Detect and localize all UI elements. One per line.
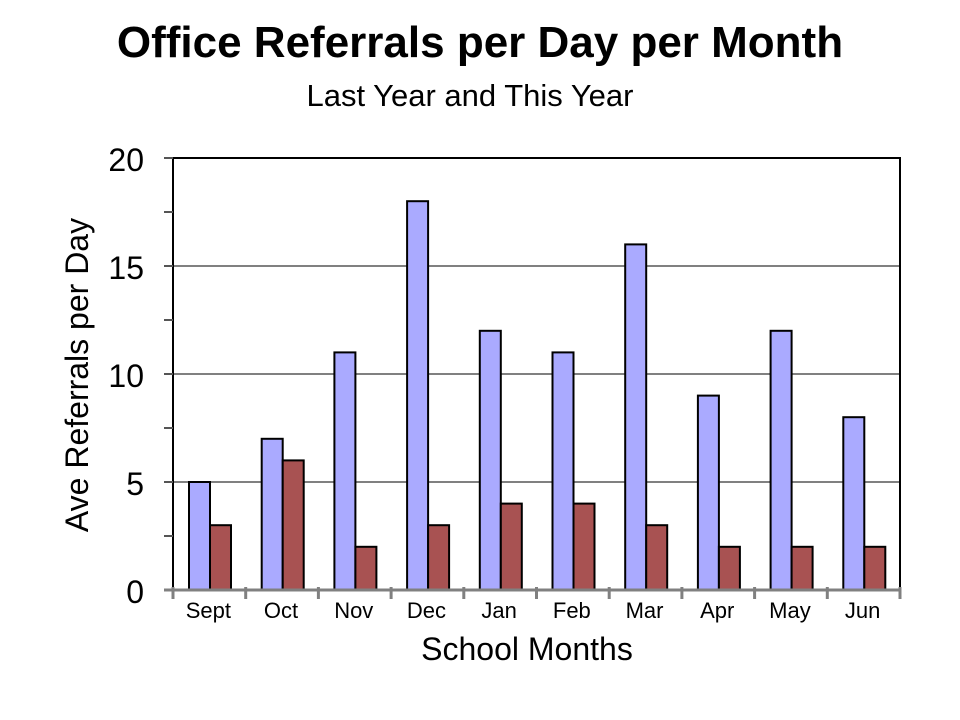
x-tick-label: Feb <box>553 598 591 623</box>
bar-series-2 <box>427 524 451 592</box>
bar-series-2 <box>790 545 814 591</box>
y-axis-label: Ave Referrals per Day <box>59 218 95 532</box>
bar-series-1 <box>478 329 502 591</box>
x-tick-label: May <box>769 598 811 623</box>
bar-series-2 <box>572 502 596 592</box>
y-tick-label: 15 <box>108 250 144 286</box>
bar-series-1 <box>188 481 211 591</box>
bar-series-1 <box>696 394 720 591</box>
x-tick-label: Jun <box>845 598 880 623</box>
x-tick-label: Dec <box>407 598 446 623</box>
x-tick-label: Mar <box>626 598 664 623</box>
axis-ticks: 0 5 10 15 20 Sept Oct Nov Dec Jan Feb Mar Apr May Jun <box>108 142 902 623</box>
bars <box>188 200 887 592</box>
bar-series-1 <box>769 329 793 591</box>
x-tick-label: Jan <box>481 598 516 623</box>
y-tick-label: 20 <box>108 142 144 178</box>
bar-series-1 <box>333 351 357 591</box>
bar-series-2 <box>645 524 669 592</box>
bar-series-2 <box>281 459 305 591</box>
x-tick-label: Apr <box>700 598 734 623</box>
bar-series-2 <box>863 545 887 591</box>
bar-series-1 <box>842 416 866 592</box>
y-tick-label: 5 <box>126 466 144 502</box>
y-tick-label: 10 <box>108 358 144 394</box>
bar-series-1 <box>406 200 430 591</box>
x-tick-label: Nov <box>334 598 373 623</box>
chart-title: Office Referrals per Day per Month <box>116 18 844 67</box>
x-axis-label: School Months <box>421 631 633 667</box>
y-tick-label: 0 <box>126 574 144 610</box>
chart-subtitle: Last Year and This Year <box>306 78 634 113</box>
x-tick-label: Oct <box>264 598 298 623</box>
x-tick-label: Sept <box>186 598 231 623</box>
bar-series-1 <box>624 243 648 591</box>
bar-series-2 <box>717 545 741 591</box>
bar-series-1 <box>551 351 575 591</box>
bar-series-1 <box>260 437 284 591</box>
bar-series-2 <box>209 524 232 592</box>
bar-series-2 <box>499 502 523 592</box>
bar-series-2 <box>354 545 378 591</box>
